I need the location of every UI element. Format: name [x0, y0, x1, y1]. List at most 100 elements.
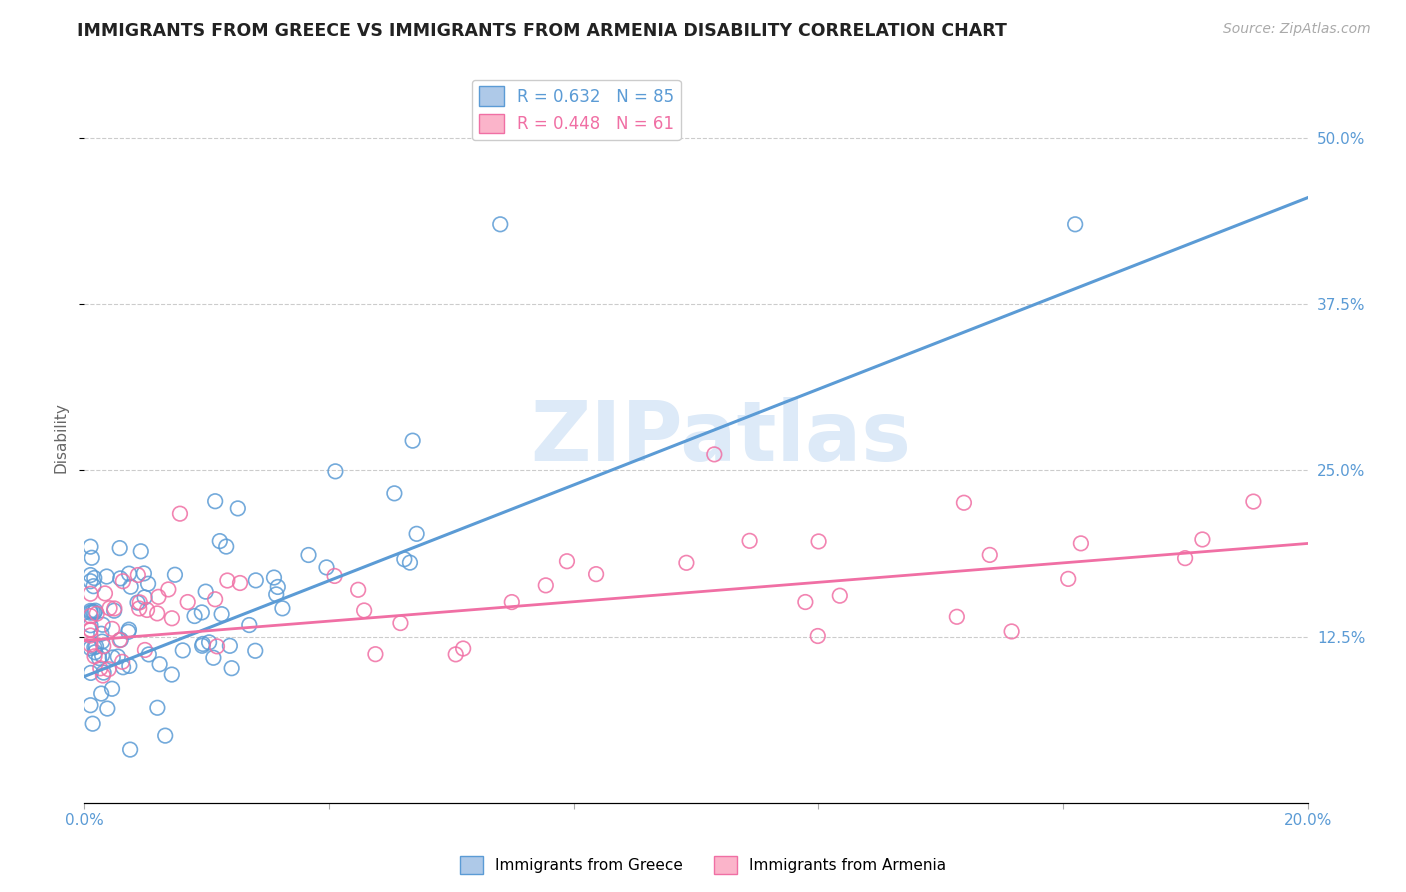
Point	[828, 589, 851, 603]
Point	[83, 605, 105, 619]
Point	[82, 716, 104, 731]
Point	[79, 698, 101, 713]
Y-axis label: Disability: Disability	[53, 401, 69, 473]
Point	[555, 554, 578, 568]
Point	[204, 592, 226, 607]
Point	[103, 604, 125, 618]
Point	[84, 645, 107, 659]
Point	[271, 601, 294, 615]
Point	[157, 582, 180, 597]
Point	[110, 571, 132, 585]
Point	[205, 640, 228, 654]
Point	[160, 667, 183, 681]
Point	[267, 580, 290, 594]
Point	[108, 541, 131, 555]
Point	[382, 486, 405, 500]
Point	[226, 501, 249, 516]
Point	[101, 650, 124, 665]
Text: ZIPatlas: ZIPatlas	[530, 397, 911, 477]
Point	[315, 560, 337, 574]
Point	[703, 447, 725, 461]
Point	[117, 624, 139, 639]
Point	[323, 569, 346, 583]
Point	[215, 540, 238, 554]
Point	[89, 661, 111, 675]
Point	[79, 587, 101, 601]
Point	[394, 552, 416, 566]
Point	[176, 595, 198, 609]
Point	[401, 434, 423, 448]
Point	[389, 615, 412, 630]
Point	[136, 576, 159, 591]
Point	[1057, 572, 1080, 586]
Point	[128, 595, 150, 609]
Point	[118, 566, 141, 581]
Point	[353, 603, 375, 617]
Point	[208, 534, 231, 549]
Point	[79, 540, 101, 554]
Point	[1000, 624, 1022, 639]
Point	[264, 587, 287, 601]
Point	[134, 591, 156, 605]
Point	[87, 651, 110, 665]
Point	[84, 604, 107, 618]
Point	[451, 641, 474, 656]
Point	[364, 647, 387, 661]
Point	[120, 580, 142, 594]
Point	[79, 628, 101, 642]
Point	[297, 548, 319, 562]
Point	[90, 626, 112, 640]
Point	[79, 606, 101, 620]
Point	[1064, 217, 1087, 231]
Point	[501, 595, 523, 609]
Point	[129, 544, 152, 558]
Point	[194, 584, 217, 599]
Point	[229, 576, 252, 591]
Point	[86, 607, 108, 621]
Point	[807, 534, 830, 549]
Point	[82, 605, 104, 619]
Point	[405, 526, 427, 541]
Point	[79, 624, 101, 638]
Point	[489, 217, 512, 231]
Point	[138, 648, 160, 662]
Point	[91, 617, 114, 632]
Point	[94, 586, 117, 600]
Point	[211, 607, 233, 622]
Point	[80, 665, 103, 680]
Point	[83, 579, 105, 593]
Point	[245, 644, 267, 658]
Point	[1241, 494, 1264, 508]
Point	[118, 623, 141, 637]
Point	[79, 609, 101, 624]
Point	[83, 571, 105, 585]
Point	[101, 622, 124, 636]
Point	[110, 632, 132, 647]
Point	[217, 574, 239, 588]
Point	[83, 640, 105, 655]
Point	[263, 570, 285, 584]
Point	[238, 618, 260, 632]
Point	[136, 603, 159, 617]
Point	[120, 742, 142, 756]
Point	[1174, 551, 1197, 566]
Point	[148, 590, 170, 604]
Point	[127, 596, 149, 610]
Point	[98, 601, 121, 615]
Point	[221, 661, 243, 675]
Point	[79, 618, 101, 632]
Point	[794, 595, 817, 609]
Text: IMMIGRANTS FROM GREECE VS IMMIGRANTS FROM ARMENIA DISABILITY CORRELATION CHART: IMMIGRANTS FROM GREECE VS IMMIGRANTS FRO…	[77, 22, 1007, 40]
Point	[534, 578, 557, 592]
Point	[160, 611, 183, 625]
Point	[191, 606, 214, 620]
Point	[79, 604, 101, 618]
Point	[96, 701, 118, 715]
Point	[134, 643, 156, 657]
Point	[172, 643, 194, 657]
Point	[675, 556, 697, 570]
Point	[163, 567, 186, 582]
Point	[91, 668, 114, 682]
Point	[127, 568, 149, 582]
Point	[101, 681, 124, 696]
